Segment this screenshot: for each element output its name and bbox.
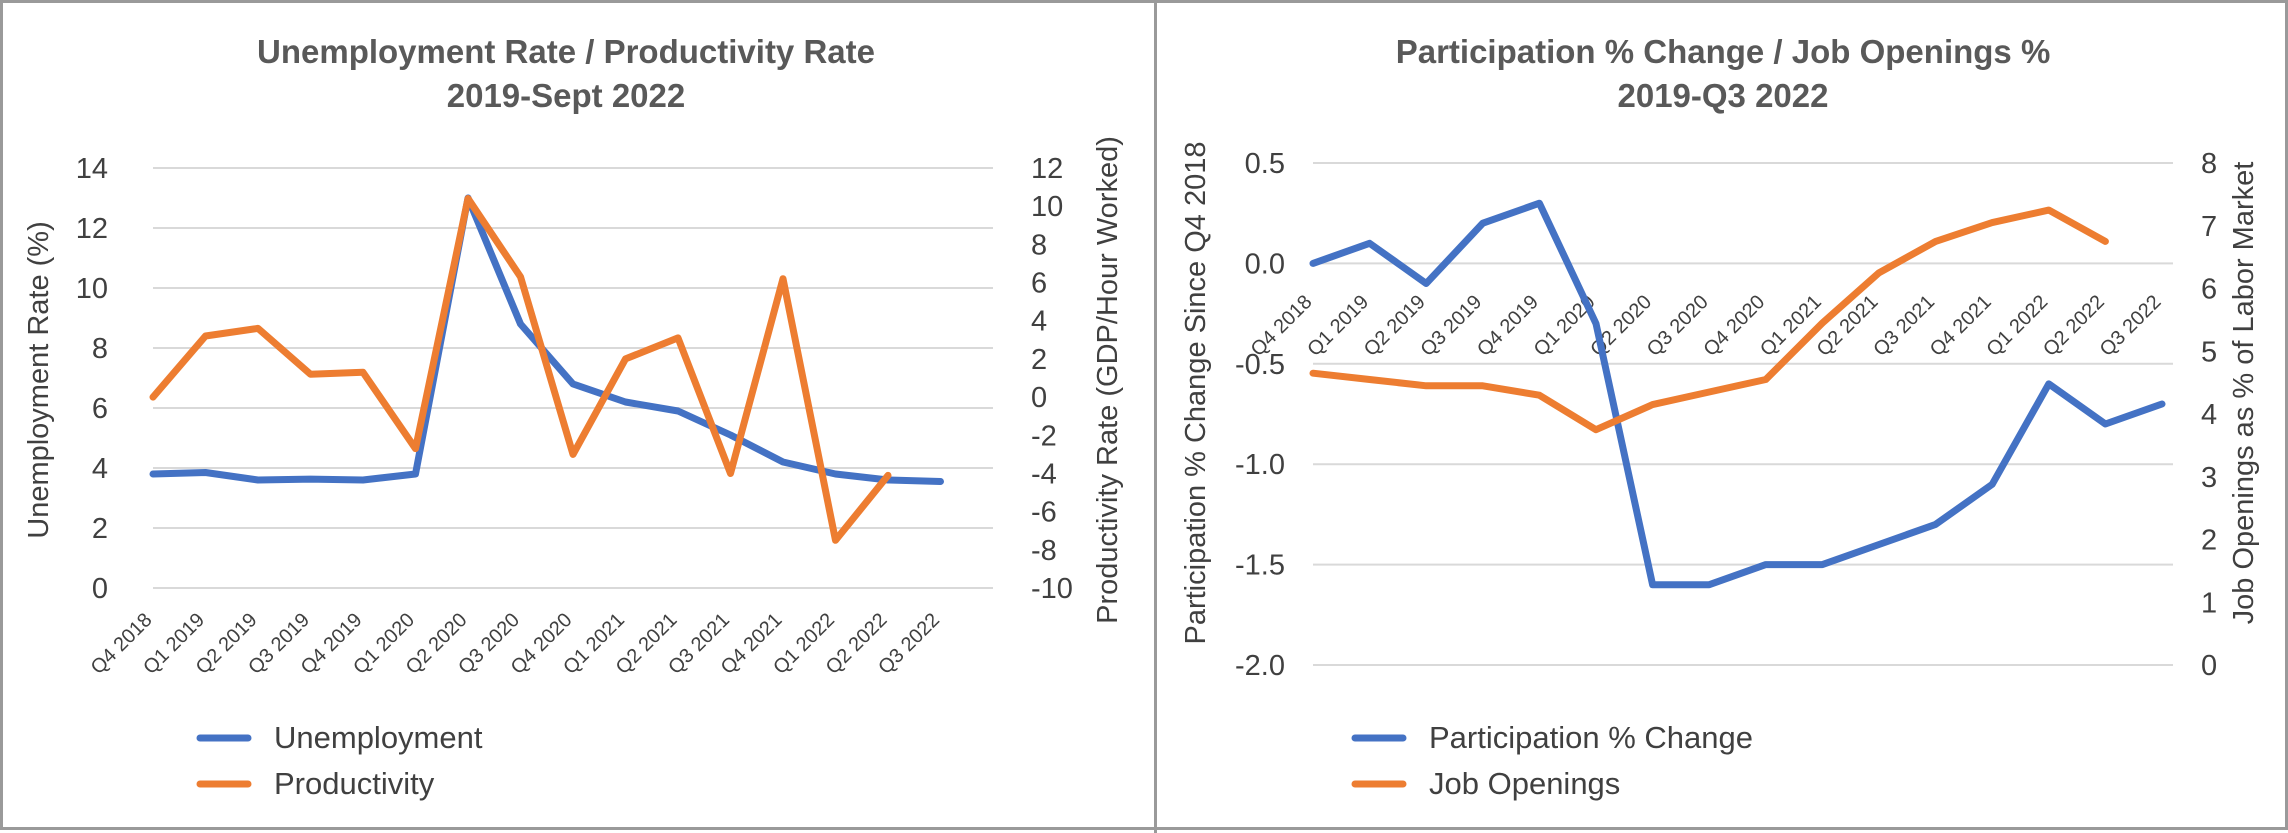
chart-subtitle: 2019-Q3 2022 [1617,77,1828,114]
x-axis-tick: Q1 2019 [1303,291,1373,361]
x-axis-tick: Q3 2019 [1417,291,1487,361]
right-axis-tick: -8 [1031,535,1057,567]
left-axis-tick: -1.0 [1235,449,1285,481]
left-axis-tick: -2.0 [1235,650,1285,682]
left-axis-tick: 4 [92,453,108,485]
chart-1: Unemployment Rate / Productivity Rate201… [23,33,1124,801]
right-axis-tick: 10 [1031,191,1063,223]
legend-label: Participation % Change [1429,720,1753,755]
right-axis-tick: 2 [2201,525,2217,557]
series-line-job-openings [1309,206,2109,434]
right-axis-tick: 8 [1031,229,1047,261]
charts-canvas: Unemployment Rate / Productivity Rate201… [23,33,2260,801]
right-axis-tick: 8 [2201,148,2217,180]
left-axis-tick: -1.5 [1235,550,1285,582]
right-axis-tick: 5 [2201,336,2217,368]
left-axis-tick: 14 [76,153,108,185]
chart-title: Unemployment Rate / Productivity Rate [257,33,875,70]
chart-title: Participation % Change / Job Openings % [1396,33,2051,70]
x-axis-tick: Q4 2020 [1700,291,1770,361]
left-axis-tick: 2 [92,513,108,545]
left-axis-tick: 6 [92,393,108,425]
right-axis-tick: -4 [1031,458,1057,490]
right-axis-tick: 6 [1031,268,1047,300]
right-axis-tick: 0 [2201,650,2217,682]
legend-label: Job Openings [1429,766,1620,801]
right-axis-tick: 4 [2201,399,2217,431]
right-axis-tick: 3 [2201,462,2217,494]
left-axis-tick: 8 [92,333,108,365]
left-axis-tick: 0.0 [1245,248,1285,280]
left-axis-tick: 0.5 [1245,148,1285,180]
left-axis-tick: 12 [76,213,108,245]
x-axis-tick: Q3 2022 [2096,291,2166,361]
x-axis-tick: Q2 2019 [1360,291,1430,361]
x-axis-tick: Q3 2021 [1869,291,1939,361]
left-axis-title: Participation % Change Since Q4 2018 [1180,142,1212,645]
right-axis-tick: -10 [1031,573,1073,605]
left-axis-title: Unemployment Rate (%) [23,221,55,539]
chart-subtitle: 2019-Sept 2022 [447,77,686,114]
right-axis-tick: 0 [1031,382,1047,414]
x-axis-tick: Q2 2022 [2039,291,2109,361]
right-axis-title: Job Openings as % of Labor Market [2228,162,2260,625]
legend-label: Productivity [274,766,435,801]
x-axis-tick: Q3 2020 [1643,291,1713,361]
legend-label: Unemployment [274,720,483,755]
panel-divider [1154,3,1157,833]
right-axis-tick: -6 [1031,497,1057,529]
left-axis-tick: -0.5 [1235,349,1285,381]
series-line-participation-change [1309,199,2166,589]
x-axis-tick: Q4 2021 [1926,291,1996,361]
left-axis-tick: 0 [92,573,108,605]
x-axis-tick: Q1 2022 [1983,291,2053,361]
series-line-productivity [149,195,892,544]
right-axis-tick: 7 [2201,211,2217,243]
right-axis-tick: 6 [2201,274,2217,306]
right-axis-tick: 12 [1031,153,1063,185]
right-axis-tick: 2 [1031,344,1047,376]
right-axis-tick: 1 [2201,587,2217,619]
chart-2: Participation % Change / Job Openings % 2… [1180,33,2260,801]
right-axis-tick: 4 [1031,306,1047,338]
left-axis-tick: 10 [76,273,108,305]
right-axis-tick: -2 [1031,420,1057,452]
right-axis-title: Productivity Rate (GDP/Hour Worked) [1092,136,1124,624]
x-axis-tick: Q4 2019 [1473,291,1543,361]
